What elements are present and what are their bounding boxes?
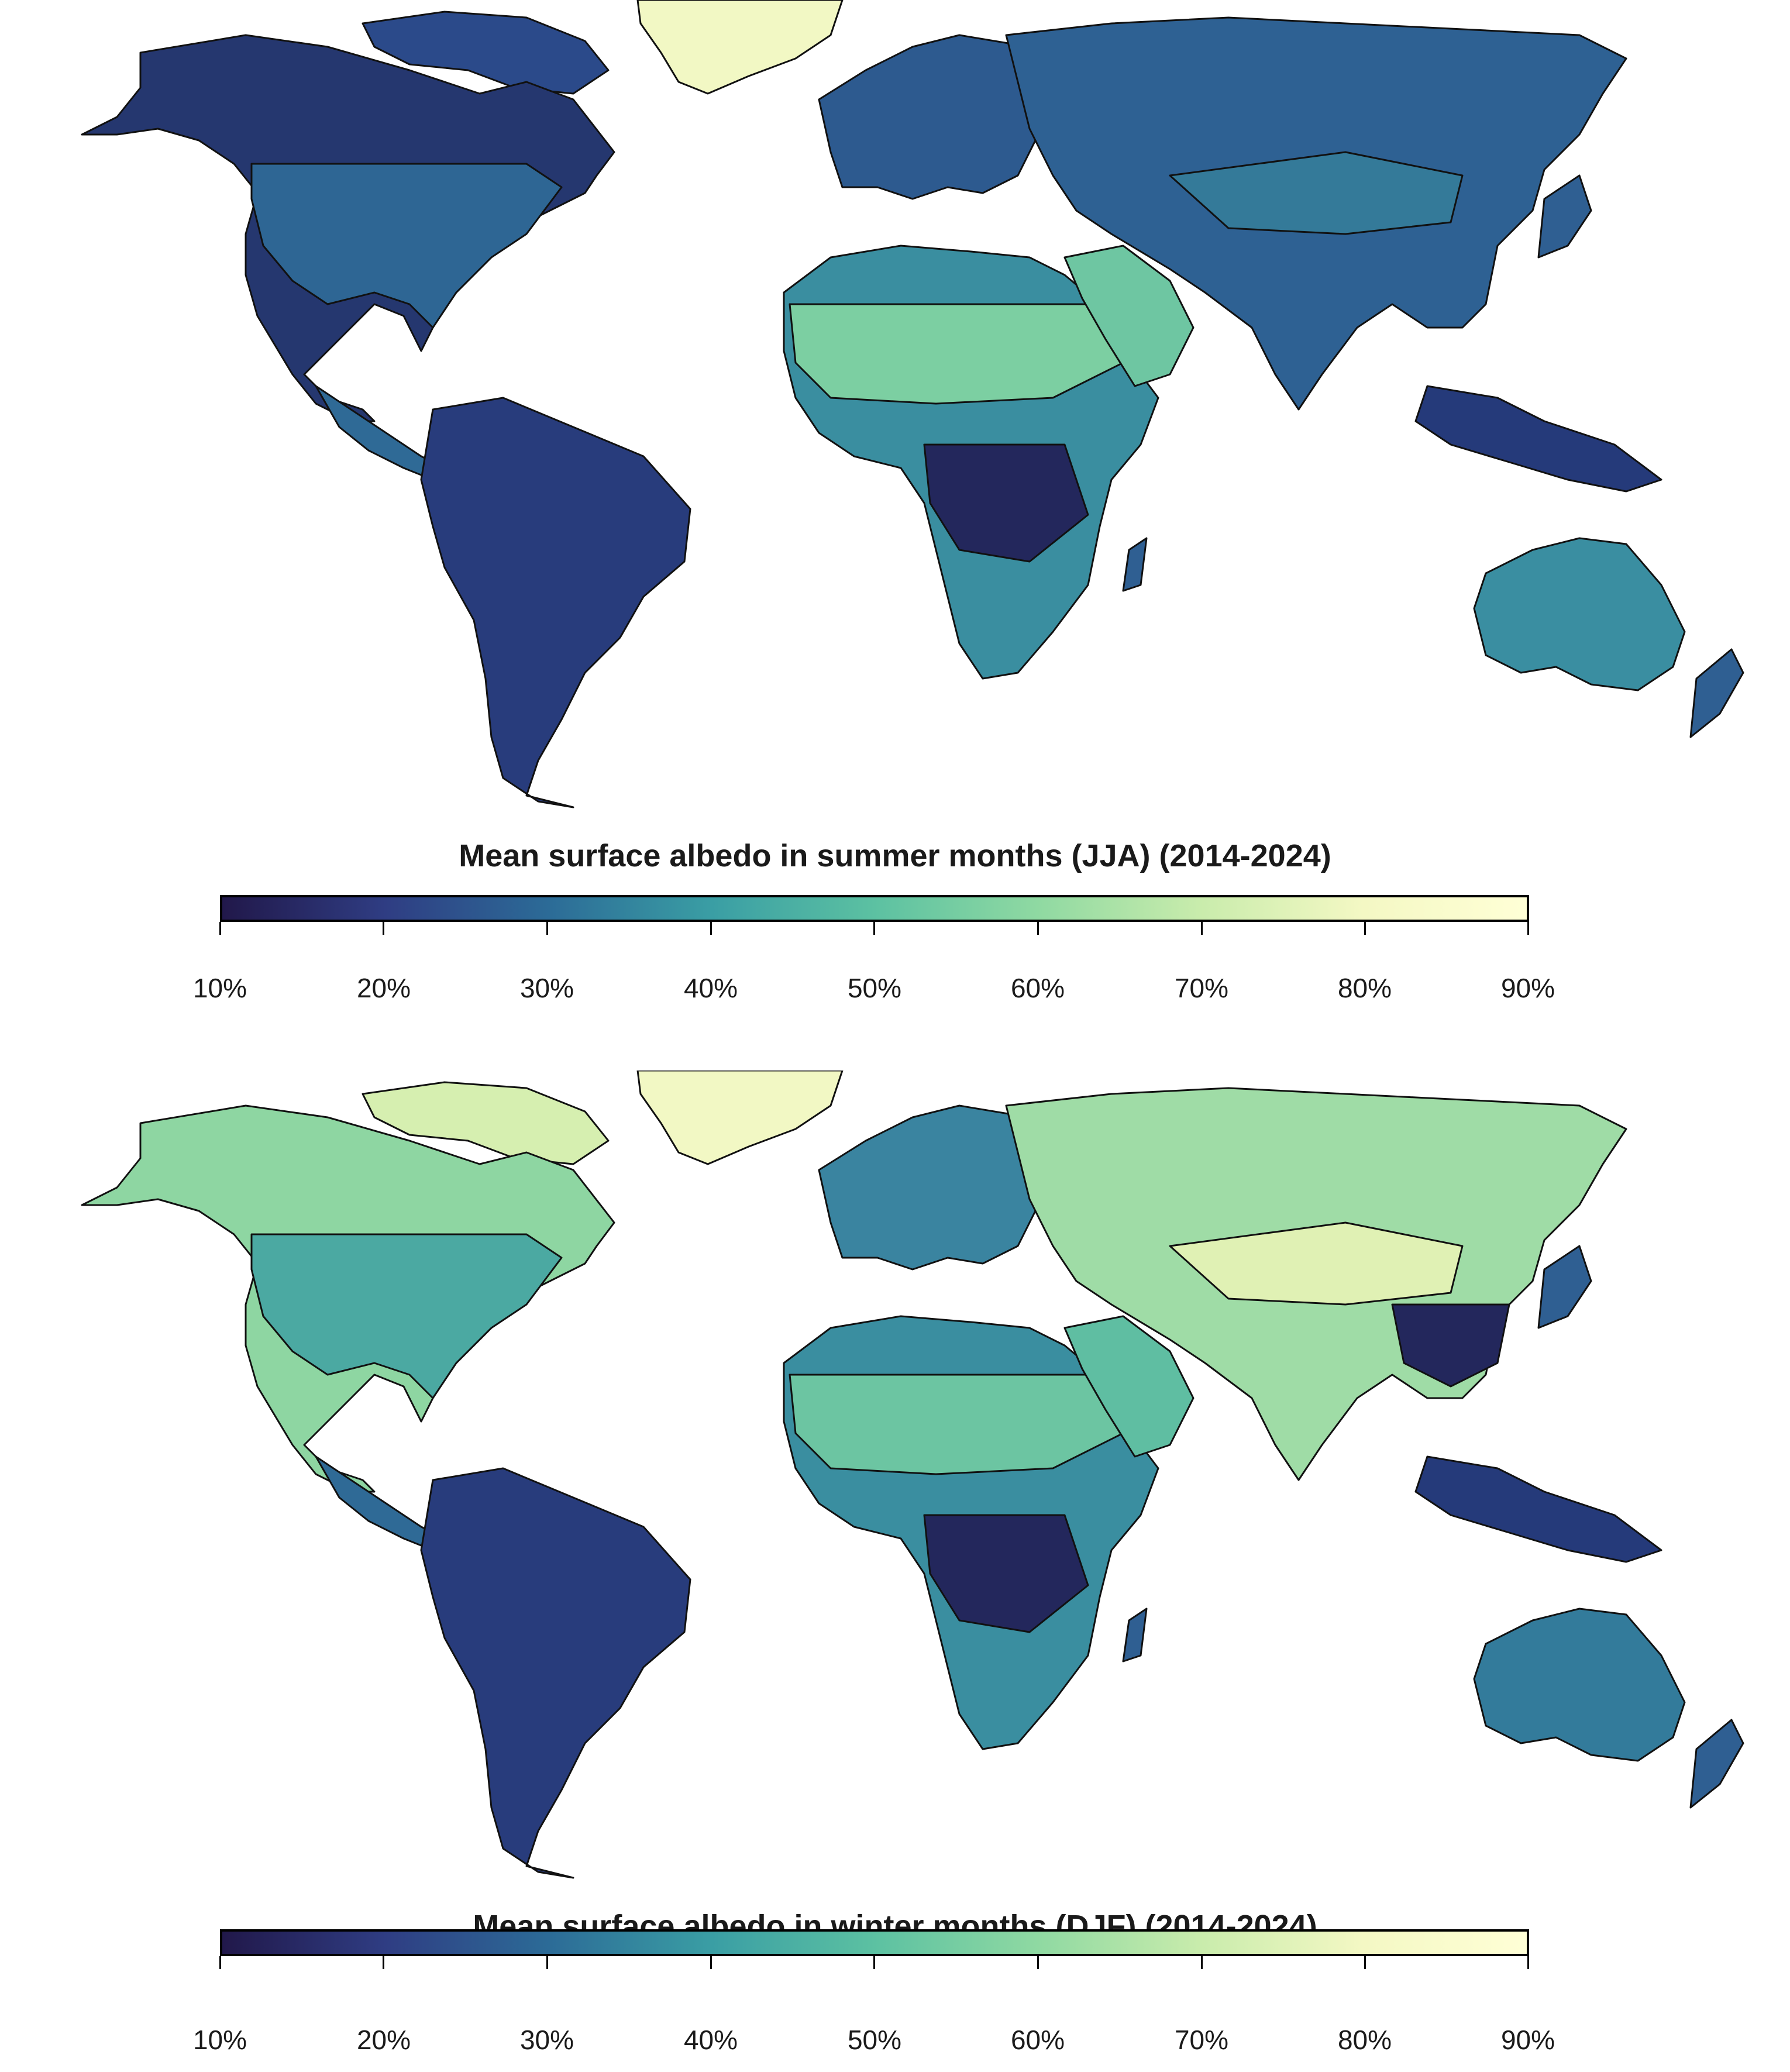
- tick-label: 40%: [683, 2025, 738, 2055]
- tick-label: 30%: [519, 2025, 574, 2055]
- usa-region: [250, 163, 563, 329]
- greenland: [636, 0, 844, 95]
- tick-mark: [1201, 922, 1203, 935]
- tick-label: 60%: [1010, 973, 1065, 1003]
- tick-mark: [1364, 1956, 1366, 1969]
- tick-mark: [873, 922, 875, 935]
- tick-mark: [1527, 922, 1529, 935]
- tick-label: 50%: [847, 973, 902, 1003]
- tick-label: 90%: [1500, 2025, 1555, 2055]
- tick-mark: [1527, 1956, 1529, 1969]
- japan: [1537, 1245, 1592, 1329]
- arctic-islands: [362, 1081, 610, 1165]
- tick-label: 80%: [1337, 973, 1392, 1003]
- greenland: [636, 1071, 844, 1165]
- winter-panel: Mean surface albedo in winter months (DJ…: [0, 1071, 1790, 2072]
- congo: [923, 1514, 1089, 1633]
- europe: [818, 34, 1054, 200]
- new-zealand: [1689, 1719, 1744, 1809]
- south-america: [420, 1467, 691, 1879]
- tick-label: 20%: [356, 973, 411, 1003]
- madagascar: [1122, 537, 1148, 592]
- summer-colorbar-ticks: 10% 20% 30% 40% 50% 60% 70% 80% 90%: [0, 922, 1790, 1003]
- summer-map-title: Mean surface albedo in summer months (JJ…: [459, 838, 1331, 873]
- tick-label: 20%: [356, 2025, 411, 2055]
- himalaya-region: [1169, 151, 1464, 235]
- tick-mark: [219, 922, 221, 935]
- tick-label: 70%: [1174, 973, 1229, 1003]
- tick-label: 50%: [847, 2025, 902, 2055]
- southeast-asia-islands: [1414, 1455, 1662, 1563]
- tick-label: 70%: [1174, 2025, 1229, 2055]
- himalaya-region: [1169, 1221, 1464, 1306]
- tick-label: 90%: [1500, 973, 1555, 1003]
- arctic-islands: [362, 11, 610, 95]
- tick-mark: [873, 1956, 875, 1969]
- china-south: [1391, 1303, 1510, 1388]
- tick-label: 30%: [519, 973, 574, 1003]
- winter-colorbar: [220, 1929, 1529, 1956]
- tick-label: 40%: [683, 973, 738, 1003]
- japan: [1537, 174, 1592, 259]
- new-zealand: [1689, 648, 1744, 738]
- tick-mark: [383, 1956, 384, 1969]
- southeast-asia-islands: [1414, 385, 1662, 493]
- winter-albedo-map: [81, 1071, 1744, 1879]
- summer-panel: Mean surface albedo in summer months (JJ…: [0, 0, 1790, 1003]
- tick-label: 10%: [192, 2025, 247, 2055]
- tick-mark: [1201, 1956, 1203, 1969]
- arabia: [1063, 1315, 1195, 1458]
- tick-label: 80%: [1337, 2025, 1392, 2055]
- winter-colorbar-ticks: 10% 20% 30% 40% 50% 60% 70% 80% 90%: [0, 1956, 1790, 2055]
- tick-mark: [546, 922, 548, 935]
- tick-mark: [219, 1956, 221, 1969]
- south-america: [420, 397, 691, 808]
- summer-albedo-map: [81, 0, 1744, 808]
- australia: [1473, 1608, 1686, 1762]
- arabia: [1063, 245, 1195, 387]
- tick-mark: [546, 1956, 548, 1969]
- tick-mark: [383, 922, 384, 935]
- usa-region: [250, 1233, 563, 1399]
- tick-mark: [710, 922, 712, 935]
- tick-mark: [1037, 922, 1039, 935]
- summer-colorbar: [220, 895, 1529, 922]
- tick-mark: [710, 1956, 712, 1969]
- tick-mark: [1364, 922, 1366, 935]
- tick-label: 60%: [1010, 2025, 1065, 2055]
- europe: [818, 1104, 1054, 1271]
- madagascar: [1122, 1608, 1148, 1663]
- tick-mark: [1037, 1956, 1039, 1969]
- tick-label: 10%: [192, 973, 247, 1003]
- australia: [1473, 537, 1686, 691]
- congo: [923, 443, 1089, 563]
